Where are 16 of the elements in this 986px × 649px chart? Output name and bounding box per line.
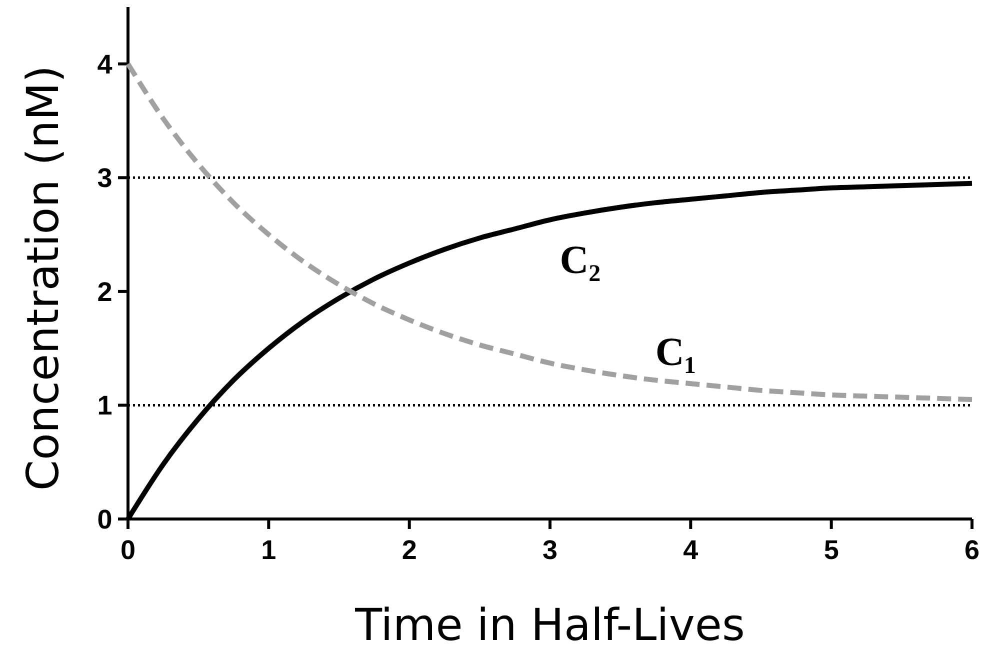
y-axis-title: Concentration (nM) — [18, 65, 69, 491]
x-tick-label: 1 — [261, 535, 276, 565]
y-tick-label: 3 — [97, 163, 112, 194]
x-tick-label: 6 — [964, 535, 980, 565]
x-tick-label: 0 — [120, 535, 136, 565]
y-tick-label: 1 — [97, 390, 112, 421]
y-tick-label: 0 — [97, 504, 112, 534]
x-axis-title: Time in Half-Lives — [354, 600, 745, 649]
series-label: C₂ — [560, 236, 601, 282]
y-tick-label: 2 — [97, 276, 112, 307]
series-label: C₁ — [655, 329, 696, 374]
x-tick-label: 4 — [683, 535, 698, 565]
x-tick-label: 5 — [824, 535, 839, 565]
x-tick-label: 2 — [402, 535, 417, 565]
y-tick-label: 4 — [97, 49, 112, 80]
x-tick-label: 3 — [542, 535, 558, 565]
